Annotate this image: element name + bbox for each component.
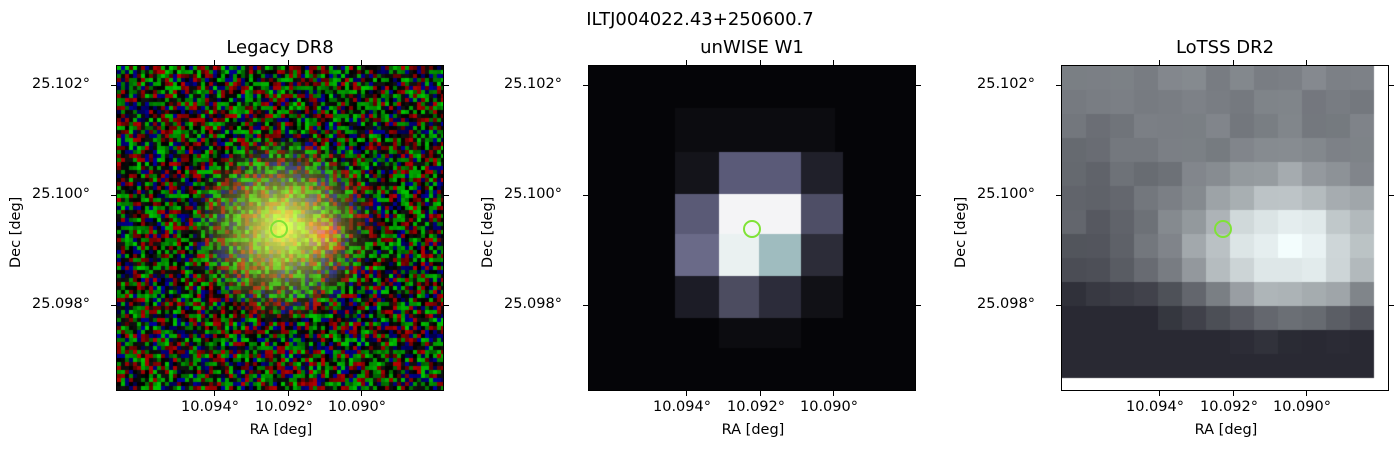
x-tick-label: 10.092° [255,399,313,415]
y-tick-label: 25.100° [32,186,90,202]
x-tick-mark-top [1233,60,1234,65]
source-marker-circle [270,220,288,238]
y-tick-mark [1056,85,1061,86]
x-tick-mark-top [1306,60,1307,65]
y-tick-mark-right [916,85,921,86]
panel-title-unwise: unWISE W1 [700,37,804,58]
y-tick-mark-right [444,195,449,196]
y-tick-mark-right [444,305,449,306]
x-tick-mark [288,391,289,396]
x-tick-label: 10.092° [1200,399,1258,415]
x-tick-mark [686,391,687,396]
x-tick-mark [833,391,834,396]
x-tick-mark-top [361,60,362,65]
y-tick-mark [583,195,588,196]
y-tick-mark [111,195,116,196]
y-tick-label: 25.098° [977,296,1035,312]
panel-title-lotss: LoTSS DR2 [1175,37,1275,58]
y-tick-mark-right [1389,305,1394,306]
x-tick-mark [760,391,761,396]
panel-title-legacy: Legacy DR8 [226,37,334,58]
x-tick-mark-top [833,60,834,65]
y-tick-mark-right [916,195,921,196]
x-tick-mark [214,391,215,396]
x-axis-label: RA [deg] [1194,422,1258,438]
x-tick-mark [1306,391,1307,396]
source-marker-circle [1214,220,1232,238]
y-tick-mark-right [1389,85,1394,86]
y-tick-label: 25.102° [504,76,562,92]
y-axis-label: Dec [deg] [953,196,969,268]
x-tick-mark [1233,391,1234,396]
y-tick-mark [583,305,588,306]
x-tick-mark-top [686,60,687,65]
x-tick-label: 10.094° [1126,399,1184,415]
y-tick-mark [1056,195,1061,196]
y-axis-label: Dec [deg] [480,196,496,268]
y-tick-label: 25.102° [32,76,90,92]
x-tick-mark-top [214,60,215,65]
y-tick-label: 25.100° [977,186,1035,202]
y-tick-label: 25.100° [504,186,562,202]
y-tick-mark-right [916,305,921,306]
x-tick-label: 10.094° [181,399,239,415]
x-tick-mark-top [1159,60,1160,65]
x-tick-label: 10.092° [727,399,785,415]
x-tick-mark [1159,391,1160,396]
y-tick-mark [1056,305,1061,306]
y-tick-mark-right [1389,195,1394,196]
x-tick-mark [361,391,362,396]
y-tick-mark [111,305,116,306]
y-tick-label: 25.102° [977,76,1035,92]
x-tick-label: 10.090° [800,399,858,415]
y-tick-mark [111,85,116,86]
y-axis-label: Dec [deg] [8,196,24,268]
y-tick-label: 25.098° [504,296,562,312]
x-tick-label: 10.090° [1273,399,1331,415]
x-tick-mark-top [288,60,289,65]
x-tick-label: 10.090° [328,399,386,415]
x-axis-label: RA [deg] [249,422,313,438]
y-tick-mark [583,85,588,86]
x-tick-label: 10.094° [653,399,711,415]
y-tick-mark-right [444,85,449,86]
x-axis-label: RA [deg] [721,422,785,438]
y-tick-label: 25.098° [32,296,90,312]
x-tick-mark-top [760,60,761,65]
figure-title: ILTJ004022.43+250600.7 [586,9,814,30]
source-marker-circle [743,220,761,238]
